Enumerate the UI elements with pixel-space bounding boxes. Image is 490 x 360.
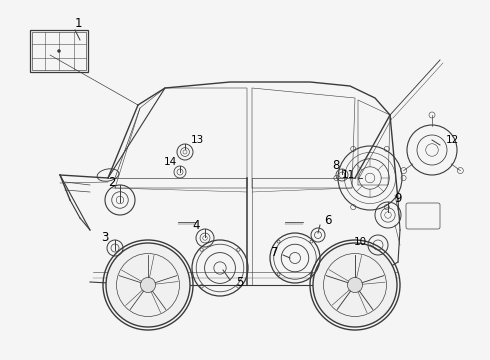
Text: 14: 14 [163, 157, 176, 167]
Text: 7: 7 [271, 246, 279, 258]
Text: 3: 3 [101, 230, 109, 243]
Bar [32, 32, 86, 70]
Circle shape [141, 278, 155, 293]
Text: 13: 13 [191, 135, 204, 145]
Circle shape [313, 243, 397, 327]
Bar [30, 30, 88, 72]
Circle shape [57, 50, 60, 53]
Circle shape [347, 278, 363, 293]
Text: 2: 2 [108, 176, 116, 189]
Text: 5: 5 [236, 276, 244, 289]
Text: 4: 4 [192, 219, 200, 231]
Circle shape [106, 243, 190, 327]
Text: 12: 12 [445, 135, 459, 145]
Text: 10: 10 [353, 237, 367, 247]
Text: 6: 6 [324, 213, 332, 226]
Text: 8: 8 [332, 158, 340, 171]
Text: 1: 1 [74, 17, 82, 30]
Text: 9: 9 [394, 192, 402, 204]
Text: 11: 11 [342, 170, 355, 180]
